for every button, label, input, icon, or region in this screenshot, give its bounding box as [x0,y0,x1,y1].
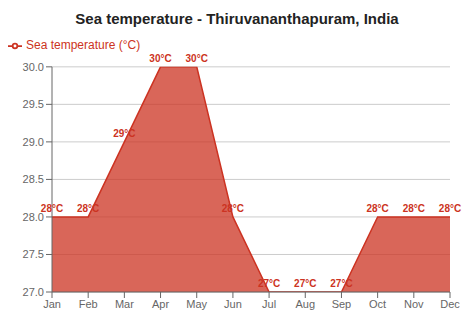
svg-text:28°C: 28°C [366,203,388,214]
svg-text:29.5: 29.5 [23,98,44,110]
svg-text:Nov: Nov [404,298,424,310]
svg-text:Aug: Aug [295,298,315,310]
svg-text:28°C: 28°C [222,203,244,214]
svg-text:Oct: Oct [369,298,386,310]
svg-text:Apr: Apr [152,298,169,310]
svg-text:30°C: 30°C [149,53,171,64]
svg-text:Feb: Feb [79,298,98,310]
svg-text:Jul: Jul [262,298,276,310]
svg-text:Jan: Jan [43,298,61,310]
svg-text:27°C: 27°C [258,278,280,289]
svg-text:28.5: 28.5 [23,173,44,185]
svg-text:Jun: Jun [224,298,242,310]
svg-text:28.0: 28.0 [22,210,44,223]
svg-text:28°C: 28°C [77,203,99,214]
svg-text:27°C: 27°C [294,278,316,289]
svg-text:30°C: 30°C [186,53,208,64]
html-text:Sea temperature - Thiruvananth: Sea temperature - Thiruvananthapuram, In… [75,10,399,27]
svg-text:Mar: Mar [115,298,134,310]
svg-text:29.0: 29.0 [23,136,44,148]
svg-text:27.0: 27.0 [23,286,44,298]
svg-text:Dec: Dec [440,298,460,310]
svg-text:28°C: 28°C [439,203,461,214]
svg-text:May: May [186,298,207,310]
svg-text:30.0: 30.0 [23,61,44,73]
svg-text:29°C: 29°C [113,128,135,139]
html-text:Sea temperature (°C): Sea temperature (°C) [26,38,141,52]
svg-text:Sep: Sep [332,298,352,310]
svg-text:27°C: 27°C [330,278,352,289]
svg-text:28°C: 28°C [403,203,425,214]
svg-text:28°C: 28°C [41,203,63,214]
svg-text:27.5: 27.5 [23,248,44,260]
